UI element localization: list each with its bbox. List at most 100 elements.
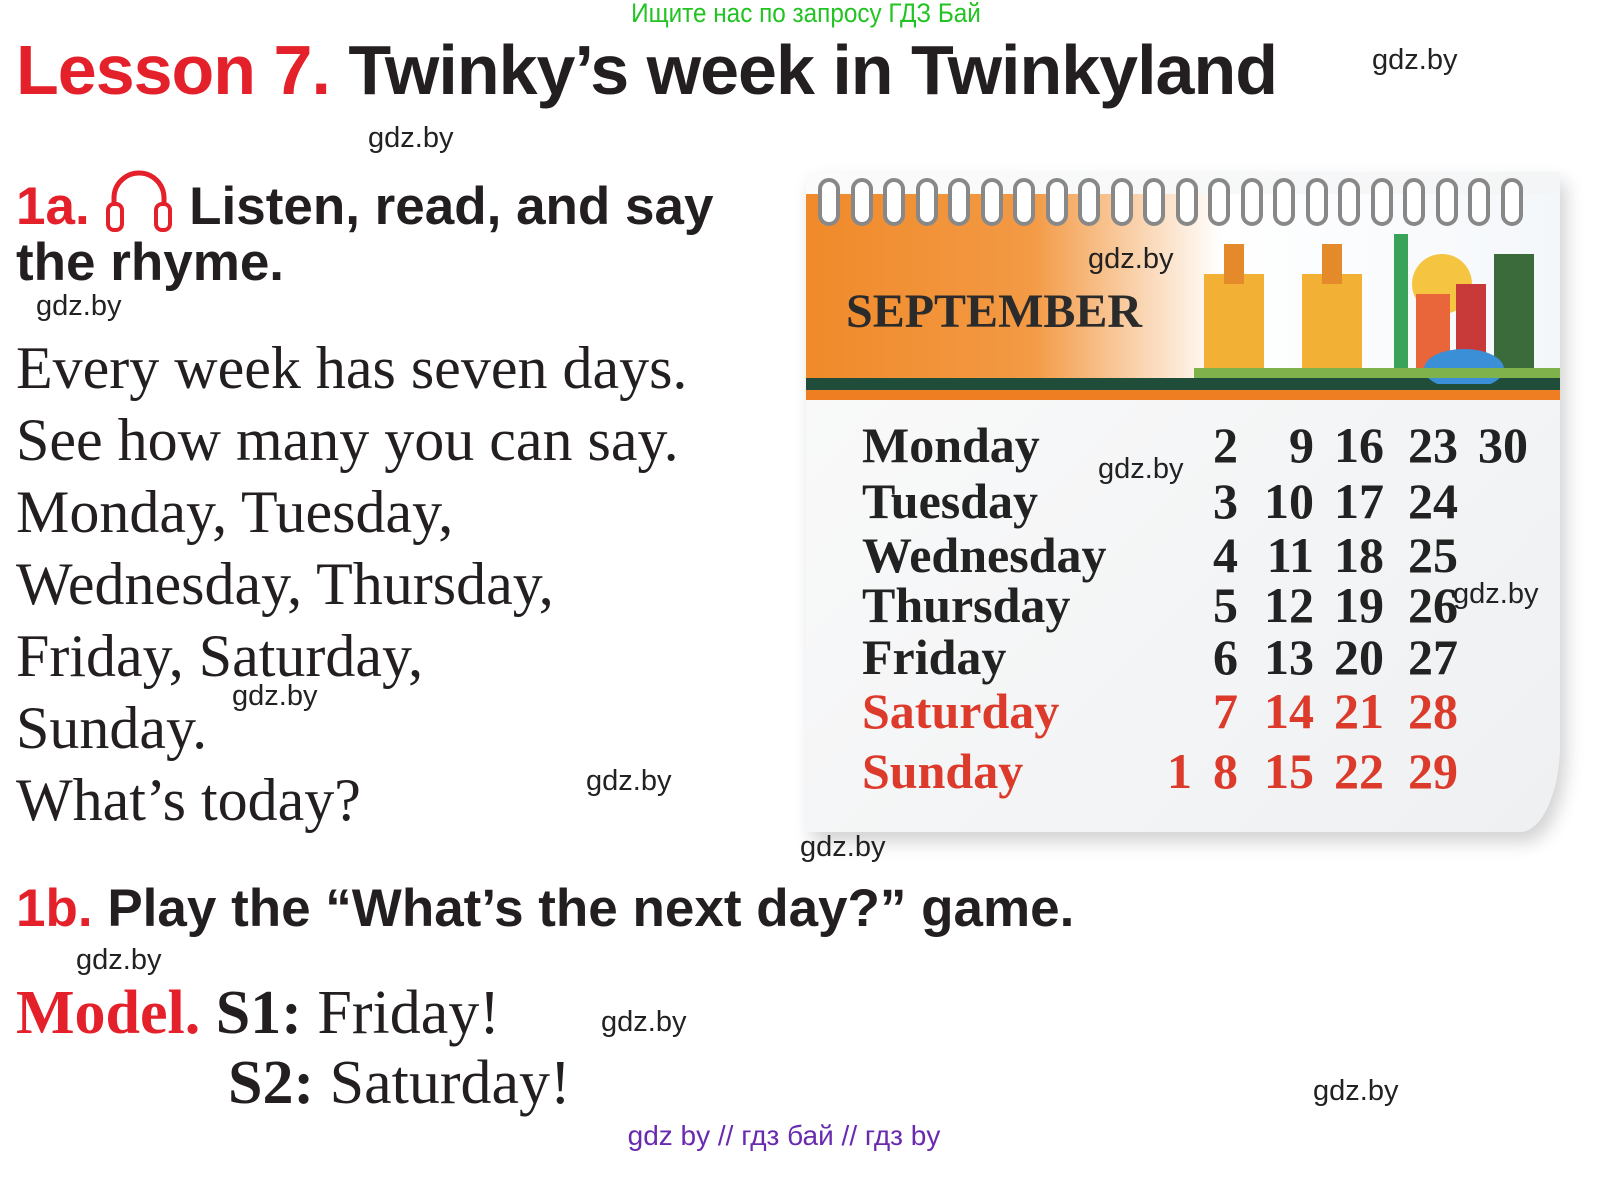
calendar-date: 20: [1334, 629, 1384, 685]
rhyme-line: What’s today?: [16, 767, 361, 833]
binding-ring: [1338, 178, 1360, 226]
calendar-date: 1: [1167, 743, 1192, 799]
binding-ring: [1468, 178, 1490, 226]
watermark: gdz.by: [36, 290, 122, 322]
rhyme-line: See how many you can say.: [16, 407, 679, 473]
calendar-date: 17: [1334, 473, 1384, 529]
watermark: gdz.by: [1088, 243, 1174, 275]
calendar-row: Sunday 1 8 15 22 29: [862, 742, 1458, 800]
calendar-date: 10: [1264, 473, 1314, 529]
exercise-number: 1a.: [16, 177, 90, 236]
lesson-title: Twinky’s week in Twinkyland: [348, 31, 1278, 109]
model-reply: Saturday!: [329, 1049, 571, 1117]
binding-ring: [1143, 178, 1165, 226]
weekday-label: Wednesday: [862, 527, 1107, 583]
exercise-1a-heading: 1a. Listen, read, and say: [16, 168, 713, 237]
calendar-date: 11: [1266, 527, 1314, 583]
binding-ring: [980, 178, 1003, 226]
calendar-row: Friday 6 13 20 27: [862, 628, 1458, 686]
binding-ring: [1013, 178, 1035, 226]
binding-ring: [1045, 178, 1068, 226]
calendar-stripe: [806, 378, 1560, 390]
calendar-date: 8: [1213, 743, 1238, 799]
model-label: Model.: [16, 979, 201, 1047]
binding-ring: [1273, 178, 1295, 226]
binding-ring: [1208, 178, 1230, 226]
watermark: gdz.by: [1313, 1075, 1399, 1107]
watermark: gdz.by: [232, 680, 318, 712]
watermark: gdz.by: [800, 831, 886, 863]
calendar-month: SEPTEMBER: [846, 285, 1143, 338]
weekday-label: Monday: [862, 417, 1040, 473]
binding-ring: [1305, 178, 1328, 226]
calendar-date: 2: [1213, 417, 1238, 473]
exercise-instruction: Listen, read, and say: [189, 177, 714, 236]
speaker-label: S1:: [215, 979, 302, 1047]
exercise-instruction: Play the “What’s the next day?” game.: [107, 879, 1075, 938]
weekday-label: Tuesday: [862, 473, 1039, 529]
calendar-date: 29: [1408, 743, 1458, 799]
weekday-label: Friday: [862, 629, 1007, 685]
binding-ring: [915, 178, 938, 226]
binding-ring: [850, 178, 873, 226]
lesson-number: Lesson 7.: [16, 31, 331, 109]
calendar-date: 21: [1334, 683, 1384, 739]
calendar-date: 24: [1408, 473, 1458, 529]
rhyme-line: Wednesday, Thursday,: [16, 551, 554, 617]
rhyme-line: Sunday.: [16, 695, 208, 761]
search-banner: Ищите нас по запросу ГДЗ Бай: [631, 0, 981, 28]
binding-ring: [1110, 178, 1133, 226]
calendar-date: 7: [1213, 683, 1238, 739]
footer-links: gdz by // гдз бай // гдз by: [627, 1120, 941, 1151]
watermark: gdz.by: [601, 1006, 687, 1038]
calendar-date: 18: [1334, 527, 1384, 583]
city-skyline-icon: [1194, 234, 1560, 384]
headphones-icon: [104, 168, 174, 232]
calendar-date: 4: [1213, 527, 1238, 583]
binding-ring: [1078, 178, 1100, 226]
binding-ring: [883, 178, 905, 226]
watermark: gdz.by: [1453, 578, 1539, 610]
watermark: gdz.by: [1372, 44, 1458, 76]
calendar-row: Thursday 5 12 19 26: [862, 576, 1458, 634]
calendar-date: 6: [1213, 629, 1238, 685]
watermark: gdz.by: [1098, 453, 1184, 485]
binding-ring: [1500, 178, 1523, 226]
model-line-2: S2: Saturday!: [228, 1048, 571, 1119]
exercise-1b-heading: 1b. Play the “What’s the next day?” game…: [16, 878, 1074, 939]
rhyme-line: Monday, Tuesday,: [16, 479, 454, 545]
calendar-row: Saturday 7 14 21 28: [862, 682, 1458, 740]
binding-ring: [1435, 178, 1458, 226]
calendar-date: 9: [1289, 417, 1314, 473]
spiral-binding: [818, 178, 1523, 226]
binding-ring: [948, 178, 970, 226]
calendar-row: Monday 2 9 16 23 30: [862, 416, 1528, 474]
calendar-date: 14: [1264, 683, 1314, 739]
speaker-label: S2:: [228, 1049, 315, 1117]
watermark: gdz.by: [586, 765, 672, 797]
calendar-date: 25: [1408, 527, 1458, 583]
watermark: gdz.by: [76, 944, 162, 976]
calendar-date: 16: [1334, 417, 1384, 473]
calendar-stripe: [806, 390, 1560, 400]
binding-ring: [1175, 178, 1198, 226]
calendar-date: 27: [1408, 629, 1458, 685]
rhyme-line: Every week has seven days.: [16, 335, 688, 401]
binding-ring: [1240, 178, 1263, 226]
calendar-date: 22: [1334, 743, 1384, 799]
calendar-illustration: SEPTEMBER Monday 2 9 16 23 30 Tuesday 3 10 17 24 We…: [806, 172, 1560, 832]
calendar-date: 26: [1408, 577, 1458, 633]
exercise-instruction-cont: the rhyme.: [16, 233, 285, 292]
binding-ring: [1403, 178, 1425, 226]
calendar-date: 30: [1478, 417, 1528, 473]
weekday-label: Sunday: [862, 743, 1024, 799]
weekday-label: Saturday: [862, 683, 1060, 739]
calendar-date: 13: [1264, 629, 1314, 685]
watermark: gdz.by: [368, 122, 454, 154]
page-title: Lesson 7. Twinky’s week in Twinkyland: [16, 30, 1278, 110]
calendar-date: 12: [1264, 577, 1314, 633]
calendar-date: 19: [1334, 577, 1384, 633]
calendar-date: 23: [1408, 417, 1458, 473]
calendar-date: 3: [1213, 473, 1238, 529]
calendar-row: Tuesday 3 10 17 24: [862, 472, 1458, 530]
